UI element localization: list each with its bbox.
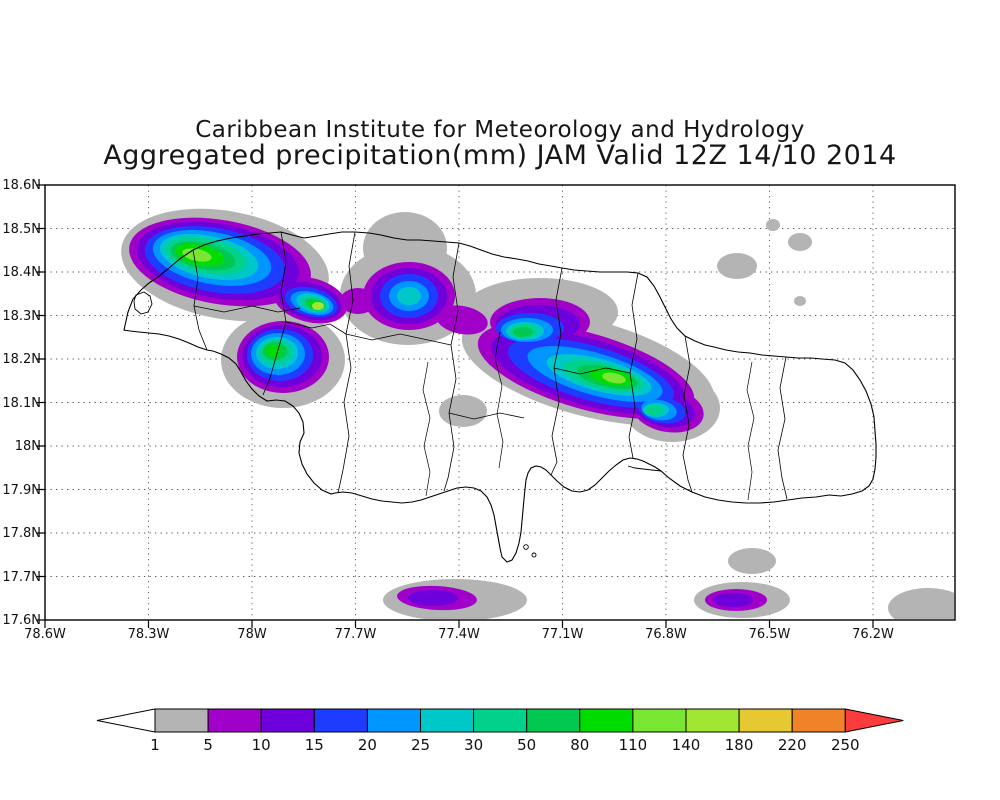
colorbar-above-max-arrow xyxy=(845,709,903,732)
map-plot xyxy=(0,0,1000,800)
precip-level-140mm xyxy=(312,302,324,310)
colorbar-tick-label: 1 xyxy=(130,736,180,754)
colorbar-tick-label: 20 xyxy=(342,736,392,754)
colorbar-segment xyxy=(261,709,314,732)
colorbar-tick-label: 180 xyxy=(714,736,764,754)
colorbar-segment xyxy=(739,709,792,732)
offshore-cay xyxy=(532,553,536,557)
palisadoes-spit xyxy=(628,466,661,471)
colorbar-tick-label: 80 xyxy=(555,736,605,754)
colorbar-segment xyxy=(421,709,474,732)
colorbar-segment xyxy=(208,709,261,732)
colorbar-segment xyxy=(155,709,208,732)
precipitation-map-page: Caribbean Institute for Meteorology and … xyxy=(0,0,1000,800)
precipitation-shading xyxy=(112,194,968,628)
colorbar-below-min-arrow xyxy=(97,709,155,732)
colorbar-segment xyxy=(633,709,686,732)
colorbar-segment xyxy=(314,709,367,732)
colorbar-scale xyxy=(0,703,1000,739)
colorbar-tick-label: 30 xyxy=(449,736,499,754)
colorbar-segment xyxy=(474,709,527,732)
colorbar: 1510152025305080110140180220250 xyxy=(0,703,1000,763)
colorbar-tick-label: 15 xyxy=(289,736,339,754)
colorbar-tick-label: 220 xyxy=(767,736,817,754)
left-ticks xyxy=(37,185,45,620)
colorbar-tick-label: 10 xyxy=(236,736,286,754)
colorbar-segment xyxy=(580,709,633,732)
colorbar-segment xyxy=(686,709,739,732)
colorbar-tick-label: 25 xyxy=(396,736,446,754)
colorbar-segment xyxy=(367,709,420,732)
colorbar-tick-label: 250 xyxy=(820,736,870,754)
colorbar-labels: 1510152025305080110140180220250 xyxy=(0,736,1000,758)
bottom-ticks xyxy=(45,620,873,628)
colorbar-tick-label: 110 xyxy=(608,736,658,754)
colorbar-tick-label: 5 xyxy=(183,736,233,754)
colorbar-segment xyxy=(527,709,580,732)
colorbar-tick-label: 140 xyxy=(661,736,711,754)
colorbar-segment xyxy=(792,709,845,732)
colorbar-tick-label: 50 xyxy=(502,736,552,754)
offshore-cay xyxy=(524,545,529,550)
